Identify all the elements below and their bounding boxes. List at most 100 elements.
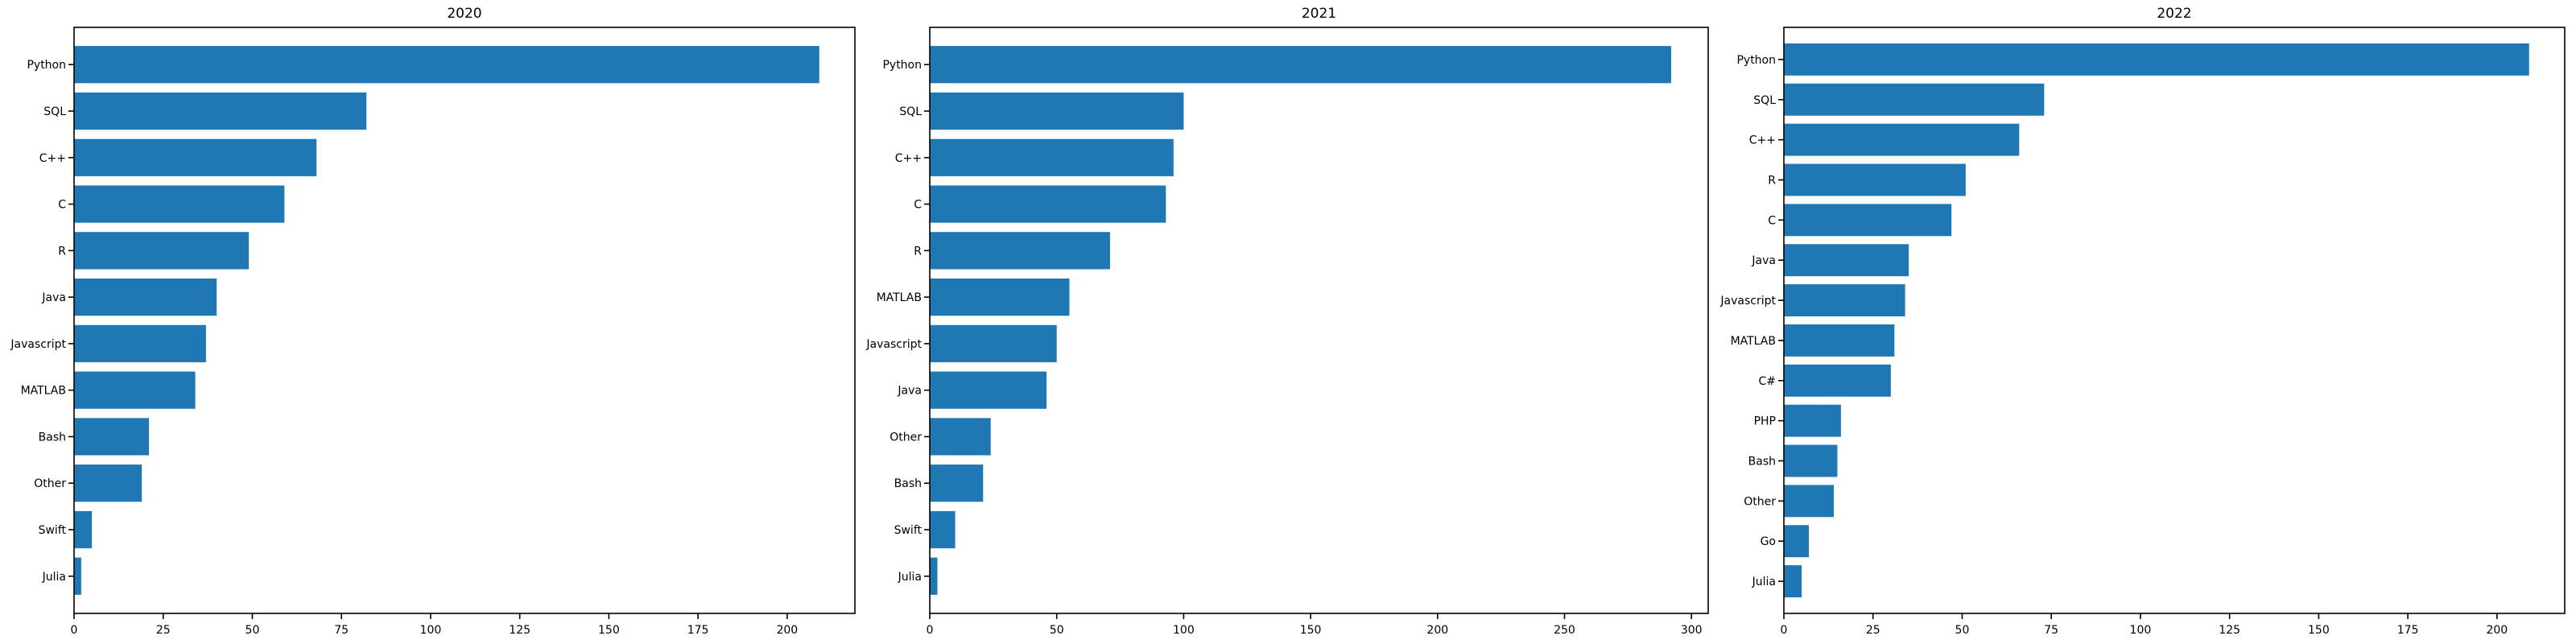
bar-php (1784, 404, 1841, 437)
bar-java (74, 279, 217, 316)
chart-title: 2020 (447, 6, 481, 22)
y-tick-label-javascript: Javascript (1719, 295, 1776, 308)
axes-frame (929, 27, 1709, 614)
chart-panel-2022: 2022 Python SQL C++ R C Java Javascript MATLAB C#… (1719, 6, 2566, 637)
chart-title: 2022 (2157, 6, 2191, 22)
x-tick-label: 175 (2397, 624, 2419, 637)
y-tick-label-matlab: MATLAB (1731, 335, 1776, 348)
bar-javascript (930, 324, 1057, 362)
bar-r (930, 232, 1110, 270)
x-tick-label: 50 (1050, 624, 1064, 637)
bar-sql (74, 92, 367, 130)
x-tick-label: 300 (1681, 624, 1703, 637)
bar-c (1784, 204, 1952, 237)
bar-julia (74, 557, 81, 595)
x-tick-label: 25 (156, 624, 171, 637)
bar-python (1784, 43, 2529, 76)
x-tick-label: 75 (334, 624, 349, 637)
x-tick-label: 50 (246, 624, 260, 637)
bar-go (1784, 525, 1810, 558)
x-tick-label: 75 (2044, 624, 2058, 637)
y-tick-label-javascript: Javascript (865, 338, 922, 351)
y-tick-label-other: Other (890, 431, 922, 444)
x-tick-label: 125 (2219, 624, 2240, 637)
y-tick-label-python: Python (882, 59, 922, 72)
x-tick-label: 150 (1300, 624, 1322, 637)
y-tick-label-bash: Bash (894, 477, 922, 490)
x-tick-label: 250 (1554, 624, 1575, 637)
bar-javascript (74, 324, 206, 362)
bar-swift (930, 510, 956, 549)
x-tick-label: 200 (1426, 624, 1448, 637)
axes-frame (73, 27, 856, 614)
y-tick-label-cplusplus: C++ (895, 152, 922, 165)
bar-matlab (74, 371, 196, 409)
y-tick-label-c: C (1768, 214, 1776, 227)
x-tick-label: 25 (1866, 624, 1880, 637)
y-tick-label-python: Python (27, 59, 66, 72)
y-tick-label-bash: Bash (1748, 456, 1776, 469)
bar-bash (930, 464, 984, 502)
bar-bash (1784, 444, 1838, 477)
y-tick-label-sql: SQL (43, 105, 66, 118)
y-tick-label-sql: SQL (1753, 94, 1776, 107)
y-tick-label-matlab: MATLAB (21, 385, 66, 398)
bar-python (74, 46, 819, 84)
y-tick-label-bash: Bash (39, 431, 66, 444)
y-tick-label-other: Other (34, 477, 66, 490)
y-tick-label-cplusplus: C++ (39, 152, 66, 165)
y-tick-label-c: C (914, 199, 922, 212)
chart-panel-2020: 2020 Python SQL C++ C R Java Javascript MATLAB Ba… (10, 6, 856, 637)
y-tick-label-java: Java (41, 291, 66, 304)
bar-csharp (1784, 364, 1891, 397)
chart-panel-2021: 2021 Python SQL C++ C R MATLAB Javascript Java Ot… (865, 6, 1709, 637)
y-tick-label-csharp: C# (1758, 375, 1776, 388)
bar-julia (1784, 565, 1802, 598)
bar-bash (74, 418, 150, 456)
x-tick-label: 100 (1173, 624, 1195, 637)
y-tick-label-javascript: Javascript (10, 338, 66, 351)
bar-cplusplus (1784, 123, 2020, 156)
y-tick-label-sql: SQL (899, 105, 922, 118)
bar-r (74, 232, 250, 270)
y-tick-label-cplusplus: C++ (1749, 134, 1776, 147)
bar-cplusplus (930, 138, 1174, 176)
bar-other (1784, 485, 1835, 518)
y-tick-label-c: C (58, 199, 66, 212)
bar-java (930, 371, 1047, 409)
x-tick-label: 0 (71, 624, 78, 637)
bar-c (930, 185, 1166, 223)
y-tick-label-java: Java (1751, 254, 1776, 267)
chart-title: 2021 (1302, 6, 1336, 22)
bar-cplusplus (74, 138, 317, 176)
x-tick-label: 175 (687, 624, 709, 637)
bar-sql (930, 92, 1184, 130)
x-tick-label: 200 (776, 624, 798, 637)
x-tick-label: 50 (1955, 624, 1970, 637)
bar-julia (930, 557, 938, 595)
y-tick-label-go: Go (1761, 535, 1776, 548)
x-tick-label: 100 (2130, 624, 2152, 637)
bar-other (930, 418, 991, 456)
x-tick-label: 100 (420, 624, 442, 637)
y-tick-label-python: Python (1736, 54, 1776, 67)
bar-other (74, 464, 142, 502)
y-tick-label-java: Java (897, 385, 922, 398)
bar-r (1784, 163, 1966, 196)
x-tick-label: 150 (2308, 624, 2330, 637)
bar-python (930, 46, 1671, 84)
bar-java (1784, 244, 1909, 277)
y-tick-label-r: R (914, 245, 922, 258)
bar-sql (1784, 83, 2045, 116)
y-tick-label-r: R (1768, 174, 1776, 187)
y-tick-label-julia: Julia (1752, 576, 1776, 588)
x-tick-label: 125 (509, 624, 530, 637)
y-tick-label-swift: Swift (39, 524, 67, 537)
y-tick-label-swift: Swift (894, 524, 923, 537)
y-tick-label-julia: Julia (898, 571, 922, 584)
bar-matlab (1784, 324, 1895, 357)
y-tick-label-other: Other (1744, 495, 1776, 508)
x-tick-label: 150 (598, 624, 620, 637)
x-tick-label: 200 (2486, 624, 2508, 637)
bar-javascript (1784, 284, 1905, 317)
